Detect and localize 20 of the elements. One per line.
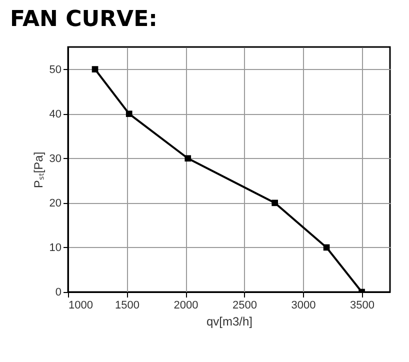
y-tick-label: 0: [55, 286, 62, 298]
y-tick-label: 20: [49, 197, 62, 210]
point: [92, 66, 98, 72]
x-axis-title: qv[m3/h]: [206, 314, 253, 328]
y-axis-title: Pₛₜ[Pa]: [31, 152, 46, 188]
y-tick-label: 40: [49, 108, 62, 120]
x-tick-label: 2500: [232, 300, 258, 312]
x-tick-label: 1000: [68, 300, 93, 312]
x-tick-label: 3500: [350, 300, 375, 312]
y-tick-label: 50: [49, 64, 62, 76]
x-tick-label: 2000: [174, 300, 198, 312]
point: [184, 155, 192, 162]
y-tick-label: 10: [49, 242, 62, 254]
x-tick-label: 1500: [115, 300, 140, 312]
point: [272, 200, 278, 206]
point: [323, 244, 330, 251]
point: [126, 110, 132, 117]
y-tick-label: 30: [49, 152, 62, 165]
x-tick-label: 3000: [291, 300, 316, 312]
chart-title: FAN CURVE:: [10, 7, 158, 32]
